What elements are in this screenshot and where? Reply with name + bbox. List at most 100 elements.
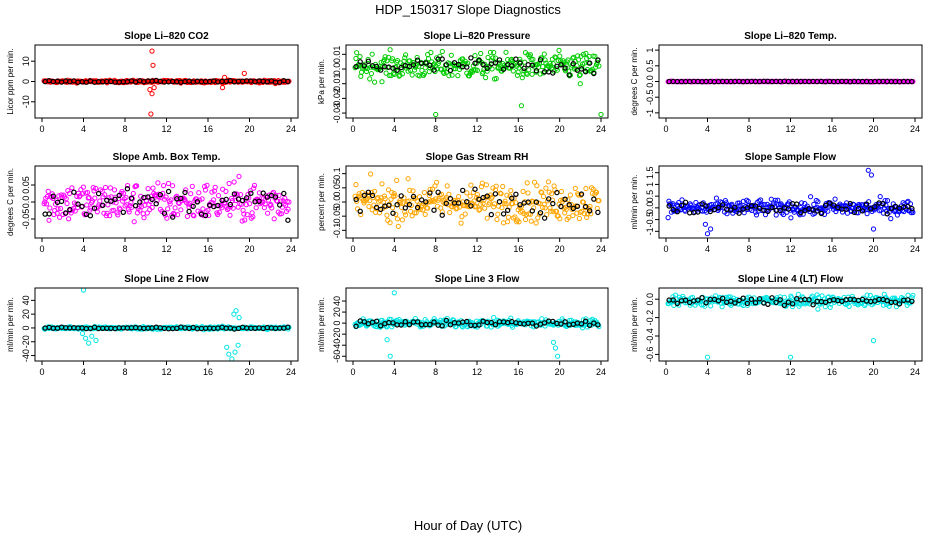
reference-point bbox=[149, 196, 155, 203]
data-point bbox=[576, 215, 583, 222]
data-point bbox=[579, 64, 585, 70]
reference-point bbox=[884, 211, 890, 217]
reference-point bbox=[496, 57, 503, 63]
reference-point bbox=[582, 203, 589, 210]
x-tick-label: 20 bbox=[868, 367, 878, 377]
x-tick-label: 12 bbox=[161, 124, 171, 134]
reference-point bbox=[582, 318, 589, 324]
data-point bbox=[358, 73, 364, 79]
reference-point bbox=[591, 196, 597, 202]
reference-point bbox=[578, 321, 585, 327]
data-point bbox=[66, 216, 72, 222]
data-point bbox=[265, 197, 272, 203]
reference-point bbox=[892, 203, 899, 209]
x-tick-label: 8 bbox=[122, 124, 127, 134]
data-point bbox=[189, 183, 195, 189]
data-point bbox=[530, 56, 536, 63]
data-point bbox=[454, 205, 460, 211]
data-point bbox=[419, 67, 425, 74]
reference-point bbox=[71, 189, 77, 195]
reference-point bbox=[880, 200, 886, 207]
data-point bbox=[393, 211, 399, 217]
x-tick-label: 4 bbox=[81, 367, 86, 377]
data-point bbox=[126, 209, 132, 215]
data-point bbox=[524, 71, 530, 77]
reference-point bbox=[558, 62, 564, 68]
panel-title: Slope Li–820 CO2 bbox=[124, 31, 209, 42]
data-point bbox=[399, 217, 405, 223]
reference-point bbox=[785, 206, 792, 212]
data-point bbox=[552, 54, 558, 60]
data-point bbox=[172, 205, 178, 211]
reference-point bbox=[500, 66, 507, 72]
data-point bbox=[188, 191, 194, 197]
outlier-point bbox=[86, 340, 92, 346]
data-point bbox=[466, 73, 472, 79]
reference-point bbox=[260, 190, 266, 196]
x-tick-label: 8 bbox=[746, 244, 751, 254]
data-point bbox=[120, 190, 127, 196]
data-point bbox=[392, 193, 398, 199]
data-point bbox=[537, 71, 543, 77]
data-point bbox=[815, 306, 821, 312]
reference-point bbox=[427, 190, 433, 196]
y-axis-label: ml/min per min. bbox=[6, 297, 15, 352]
x-tick-label: 20 bbox=[868, 124, 878, 134]
reference-point bbox=[378, 323, 384, 329]
reference-point bbox=[361, 63, 367, 69]
data-point bbox=[97, 198, 103, 204]
panel-amb-box-temp: Slope Amb. Box Temp. 0 4 8 12 16 20 24 -0.050.0 0… bbox=[6, 152, 299, 254]
x-tick-label: 0 bbox=[350, 244, 355, 254]
reference-point bbox=[529, 208, 536, 214]
data-point bbox=[367, 198, 373, 204]
data-point bbox=[513, 200, 519, 206]
data-point bbox=[125, 183, 131, 189]
data-point bbox=[482, 205, 488, 211]
reference-point bbox=[464, 318, 470, 325]
data-point bbox=[422, 211, 428, 217]
data-point bbox=[92, 195, 98, 201]
data-point bbox=[483, 182, 489, 188]
data-point bbox=[242, 217, 248, 223]
outlier-point bbox=[868, 172, 875, 178]
y-tick-label: -0.2 bbox=[645, 310, 655, 326]
reference-point bbox=[285, 78, 291, 85]
reference-point bbox=[847, 200, 853, 207]
data-point bbox=[880, 302, 887, 308]
reference-point bbox=[357, 208, 363, 214]
y-tick-label: 40 bbox=[21, 295, 31, 305]
data-point bbox=[713, 195, 720, 201]
data-point bbox=[385, 187, 392, 193]
data-point bbox=[168, 197, 174, 203]
reference-point bbox=[476, 322, 482, 328]
data-point bbox=[877, 194, 883, 200]
data-point bbox=[459, 214, 465, 220]
data-point bbox=[439, 209, 445, 215]
data-point bbox=[84, 202, 90, 208]
data-point bbox=[593, 189, 600, 195]
y-axis-label: degrees C per min. bbox=[6, 168, 15, 236]
data-point bbox=[394, 216, 401, 222]
data-point bbox=[386, 72, 392, 79]
data-point bbox=[80, 184, 87, 190]
outlier-point bbox=[552, 345, 559, 351]
reference-point bbox=[666, 203, 672, 209]
data-point bbox=[864, 292, 870, 298]
x-tick-label: 20 bbox=[244, 244, 254, 254]
reference-point bbox=[872, 204, 878, 210]
outlier-point bbox=[384, 337, 390, 343]
panel-title: Slope Line 2 Flow bbox=[124, 274, 209, 285]
data-point bbox=[251, 182, 258, 188]
outlier-point bbox=[555, 353, 561, 359]
reference-point bbox=[695, 209, 701, 215]
data-point bbox=[191, 213, 197, 219]
reference-point bbox=[277, 202, 283, 208]
data-point bbox=[541, 51, 547, 57]
reference-point bbox=[695, 297, 701, 303]
panel-gas-stream-rh: Slope Gas Stream RH0 4 8 12 16 20 24-0.1-0.050… bbox=[317, 152, 609, 254]
reference-point bbox=[674, 208, 681, 215]
reference-point bbox=[439, 56, 445, 62]
reference-point bbox=[67, 206, 73, 213]
